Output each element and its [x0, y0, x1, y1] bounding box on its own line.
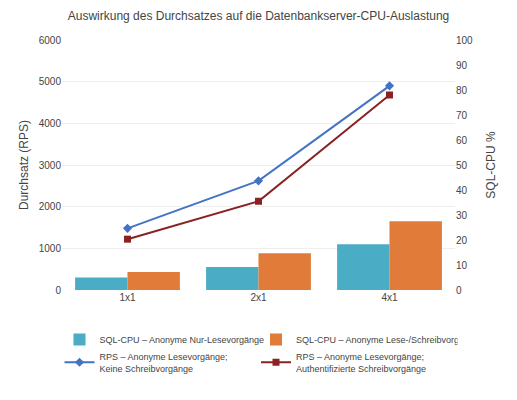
svg-text:2x1: 2x1	[250, 292, 267, 303]
svg-text:RPS – Anonyme Lesevorgänge;Aut: RPS – Anonyme Lesevorgänge;Authentifizie…	[296, 352, 426, 374]
svg-text:0: 0	[456, 285, 462, 296]
svg-text:60: 60	[456, 135, 468, 146]
svg-text:SQL-CPU – Anonyme Lese-/Schrei: SQL-CPU – Anonyme Lese-/Schreibvorgänge	[296, 335, 458, 345]
svg-text:3000: 3000	[39, 160, 62, 171]
svg-text:70: 70	[456, 110, 468, 121]
svg-text:80: 80	[456, 85, 468, 96]
svg-text:4000: 4000	[39, 118, 62, 129]
svg-text:40: 40	[456, 185, 468, 196]
svg-text:10: 10	[456, 260, 468, 271]
svg-text:0: 0	[55, 285, 61, 296]
svg-text:30: 30	[456, 210, 468, 221]
svg-text:50: 50	[456, 160, 468, 171]
svg-text:1x1: 1x1	[119, 292, 136, 303]
svg-text:4x1: 4x1	[381, 292, 398, 303]
svg-text:RPS – Anonyme Lesevorgänge;Kei: RPS – Anonyme Lesevorgänge;Keine Schreib…	[100, 352, 228, 374]
svg-text:Auswirkung des Durchsatzes auf: Auswirkung des Durchsatzes auf die Daten…	[68, 9, 450, 23]
svg-text:5000: 5000	[39, 76, 62, 87]
svg-text:90: 90	[456, 60, 468, 71]
svg-text:6000: 6000	[39, 35, 62, 46]
svg-text:100: 100	[456, 35, 473, 46]
svg-text:2000: 2000	[39, 201, 62, 212]
svg-text:SQL-CPU – Anonyme Nur-Lesevorg: SQL-CPU – Anonyme Nur-Lesevorgänge	[100, 335, 265, 345]
svg-text:1000: 1000	[39, 243, 62, 254]
svg-text:SQL-CPU %: SQL-CPU %	[484, 131, 498, 199]
svg-text:20: 20	[456, 235, 468, 246]
svg-text:Durchsatz (RPS): Durchsatz (RPS)	[17, 120, 31, 210]
